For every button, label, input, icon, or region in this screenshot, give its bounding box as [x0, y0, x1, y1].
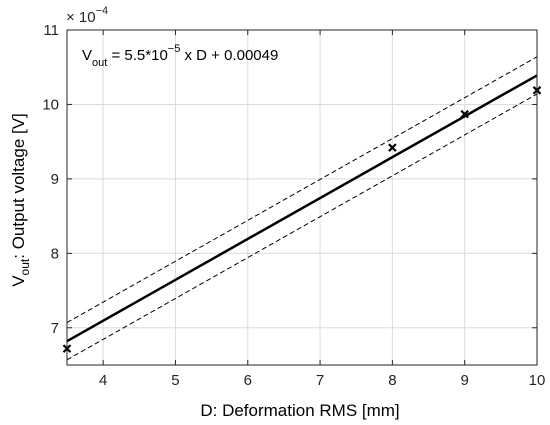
ticks: 4 5 6 7 8 9 10 7 8 9 10 11: [42, 22, 545, 389]
x-axis-label: D: Deformation RMS [mm]: [200, 401, 399, 420]
y-tick-label: 9: [51, 171, 59, 188]
y-tick-label: 7: [51, 320, 59, 337]
y-tick-label: 10: [42, 96, 59, 113]
y-axis-label: Vout: Output voltage [V]: [9, 113, 32, 287]
y-tick-label: 8: [51, 245, 59, 262]
y-axis-exponent: × 10−4: [66, 5, 108, 26]
lower-bound-line: [66, 93, 538, 361]
x-tick-label: 9: [461, 372, 469, 389]
x-tick-label: 8: [388, 372, 396, 389]
data-point-marker: [388, 143, 397, 152]
upper-bound-line: [66, 56, 538, 324]
x-tick-label: 10: [529, 372, 546, 389]
data-point-marker: [460, 109, 469, 119]
plot-frame: [66, 29, 538, 366]
x-tick-label: 5: [171, 372, 179, 389]
x-tick-label: 6: [244, 372, 252, 389]
y-tick-label: 11: [43, 22, 59, 39]
grid: [67, 29, 538, 365]
fit-line: [66, 74, 538, 343]
x-tick-label: 7: [316, 372, 324, 389]
x-tick-label: 4: [99, 372, 107, 389]
fit-equation: Vout = 5.5*10−5 x D + 0.00049: [82, 43, 278, 69]
series: [62, 56, 542, 361]
